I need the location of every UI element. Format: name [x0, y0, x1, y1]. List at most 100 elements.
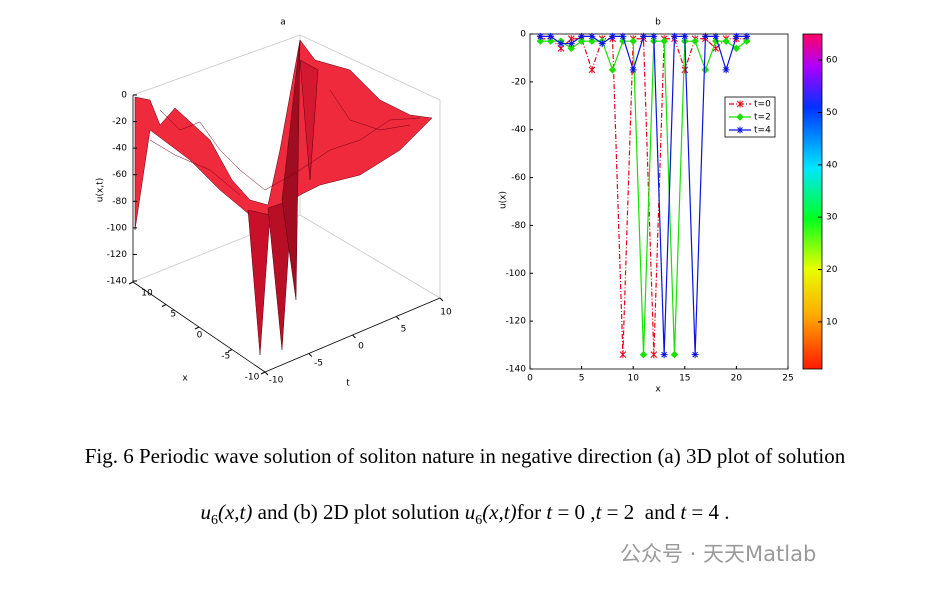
- data-point: [660, 37, 668, 45]
- y-tick-label: 10: [440, 308, 452, 318]
- colorbar-tick-label: 60: [826, 56, 838, 66]
- caption-segment: t: [546, 500, 553, 524]
- x-tick: [194, 326, 200, 330]
- colorbar-tick-label: 20: [826, 265, 838, 275]
- caption-segment: 6: [475, 513, 483, 529]
- y-tick-label: 0: [520, 30, 526, 40]
- caption-segment: for: [516, 500, 547, 524]
- data-point: [722, 37, 730, 45]
- z-tick-label: -40: [112, 144, 127, 154]
- y-tick: [439, 297, 444, 302]
- caption-line-1: Fig. 6 Periodic wave solution of soliton…: [84, 444, 846, 468]
- z-tick-label: -140: [107, 277, 128, 287]
- x-tick-label: 5: [170, 310, 176, 320]
- data-point: [588, 66, 596, 74]
- x-tick-label: 5: [579, 374, 585, 384]
- legend-marker: [736, 113, 744, 121]
- data-point: [732, 32, 740, 40]
- data-point: [536, 32, 544, 40]
- y-tick: [264, 371, 269, 376]
- y-tick-label: -10: [269, 376, 284, 386]
- data-point: [639, 350, 648, 359]
- z-tick-label: 0: [121, 91, 127, 101]
- x-tick: [227, 349, 233, 352]
- data-point: [546, 37, 555, 45]
- data-point: [743, 37, 751, 45]
- data-point: [557, 40, 565, 48]
- data-point: [567, 40, 575, 48]
- caption-segment: 6: [210, 513, 218, 529]
- x-tick-label: 15: [679, 374, 690, 384]
- x-tick-label: 0: [527, 374, 533, 384]
- y-tick-label: -40: [511, 125, 526, 135]
- x-tick-label: -10: [245, 373, 260, 383]
- chart-title: a: [280, 18, 286, 28]
- data-point: [547, 32, 555, 40]
- caption-segment: = 4 .: [686, 500, 730, 524]
- legend-marker: [736, 100, 744, 108]
- data-point: [588, 37, 596, 45]
- caption-line-2: u6(x,t) and (b) 2D plot solution u6(x,t)…: [0, 500, 930, 529]
- caption-segment: u: [200, 500, 211, 524]
- x-tick-label: 20: [731, 374, 743, 384]
- y-tick-label: -80: [511, 221, 526, 231]
- colorbar-tick-label: 40: [826, 160, 838, 170]
- data-point: [660, 351, 668, 359]
- caption-segment: = 0 ,: [552, 500, 596, 524]
- y-tick-label: -100: [506, 269, 527, 279]
- y-tick-label: -120: [506, 317, 527, 327]
- data-point: [577, 37, 586, 45]
- caption-segment: t: [680, 500, 687, 524]
- data-point: [608, 66, 617, 74]
- x-tick-label: 10: [627, 374, 639, 384]
- watermark: 公众号 · 天天Matlab: [620, 542, 817, 566]
- data-point: [701, 66, 710, 74]
- x-tick-label: 0: [197, 331, 203, 341]
- x-tick-label: 10: [141, 289, 153, 299]
- y-tick: [395, 316, 400, 320]
- data-point: [691, 37, 699, 45]
- y-tick-label: -20: [511, 77, 526, 87]
- data-point: [681, 32, 689, 40]
- y-tick: [352, 334, 356, 339]
- data-point: [578, 32, 586, 40]
- data-point: [670, 32, 678, 40]
- data-point: [598, 40, 606, 48]
- data-point: [536, 37, 545, 45]
- data-point: [640, 32, 648, 40]
- data-point: [650, 32, 658, 40]
- x-tick: [128, 281, 134, 285]
- x-tick: [260, 371, 266, 375]
- caption-segment: t: [595, 500, 602, 524]
- y-tick-label: 5: [401, 325, 407, 335]
- caption-segment: (x,t): [482, 500, 517, 524]
- x-tick: [161, 304, 167, 307]
- data-point: [743, 32, 751, 40]
- x-axis-label: x: [655, 385, 661, 395]
- legend-label: t=0: [754, 100, 771, 110]
- colorbar-tick-label: 50: [826, 108, 838, 118]
- caption-segment: and (b) 2D plot solution: [252, 500, 465, 524]
- z-tick-label: -80: [112, 197, 127, 207]
- data-point: [619, 32, 627, 40]
- colorbar-tick-label: 10: [826, 317, 838, 327]
- z-tick-label: -100: [107, 223, 128, 233]
- data-point: [650, 351, 658, 359]
- surface: [134, 39, 433, 356]
- data-point: [588, 32, 596, 40]
- y-tick-label: 0: [358, 342, 364, 352]
- legend-label: t=2: [754, 113, 771, 123]
- colorbar: [802, 33, 823, 370]
- caption-segment: = 2 and: [601, 500, 681, 524]
- y-tick-label: -5: [314, 359, 323, 369]
- legend-marker: [736, 126, 744, 134]
- legend: t=0 t=2 t=4: [724, 96, 776, 138]
- z-tick-label: -60: [112, 170, 127, 180]
- x-tick-label: -5: [221, 352, 230, 362]
- data-point: [619, 351, 627, 359]
- z-axis-label: u(x,t): [96, 178, 106, 202]
- y-axis-label: u(x): [499, 191, 509, 209]
- data-point: [691, 351, 699, 359]
- y-tick-label: -60: [511, 173, 526, 183]
